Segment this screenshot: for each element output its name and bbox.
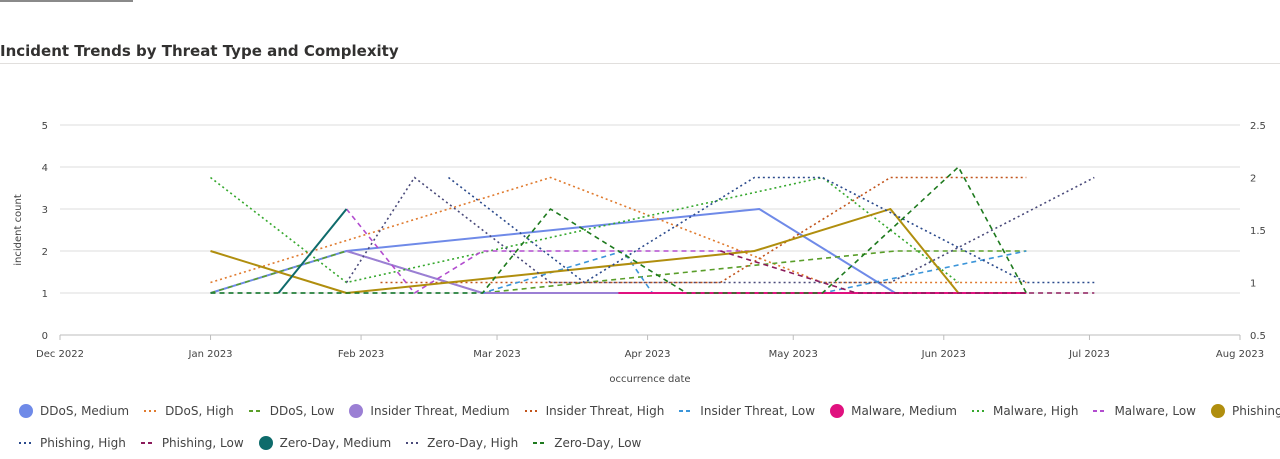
title-divider [0,63,1280,64]
y-left-tick-label: 0 [42,331,48,342]
series-line-insider-threat-medium [346,250,896,294]
legend-item[interactable]: Malware, High [971,403,1078,419]
x-tick-label: Dec 2022 [36,349,84,360]
legend-label: DDoS, Medium [40,404,130,418]
legend-label: Phishing, Medium [1231,404,1280,418]
legend-item[interactable]: Phishing, Medium [1210,403,1280,419]
series-line-zero-day-medium [277,208,348,294]
y-right-tick-label: 2 [1250,174,1256,185]
tab-underline [0,0,133,2]
legend-label: Insider Threat, Low [700,404,816,418]
legend-line-icon [140,442,155,444]
legend-marker-icon [19,404,33,418]
legend-label: Malware, Low [1114,404,1196,418]
legend-item[interactable]: Insider Threat, High [524,403,665,419]
legend-label: Malware, Medium [851,404,957,418]
legend-label: Phishing, High [40,436,126,450]
legend-marker-icon [830,404,845,418]
legend-label: DDoS, High [165,404,234,418]
y-right-tick-label: 0.5 [1250,331,1266,342]
legend-item[interactable]: Zero-Day, High [405,435,518,451]
x-tick-label: May 2023 [769,349,818,360]
x-tick-label: Mar 2023 [473,349,521,360]
series-line-insider-threat-low [210,250,1027,294]
legend-line-icon [1093,410,1108,412]
legend-label: Phishing, Low [161,436,244,450]
series-line-malware-low [345,208,755,294]
x-tick-label: Aug 2023 [1216,349,1264,360]
legend-row: Phishing, High Phishing, Low Zero-Day, Med… [18,427,1280,459]
legend-label: Malware, High [992,404,1079,418]
chart-title: Incident Trends by Threat Type and Compl… [0,42,399,60]
legend-label: DDoS, Low [269,404,335,418]
legend-item[interactable]: DDoS, Low [248,403,335,419]
legend-item[interactable]: Malware, Medium [829,403,957,419]
legend-item[interactable]: DDoS, Medium [18,403,129,419]
x-tick-label: Feb 2023 [338,349,384,360]
x-tick-label: Jan 2023 [188,349,233,360]
y-left-tick-label: 4 [42,163,48,174]
legend-marker-icon [258,436,273,450]
series-line-ddos-high [210,176,1027,284]
legend-item[interactable]: Insider Threat, Low [678,403,815,419]
legend-marker-icon [1210,404,1225,418]
legend-item[interactable]: Phishing, High [18,435,126,451]
legend-item[interactable]: DDoS, High [143,403,234,419]
legend-line-icon [971,410,986,412]
series-line-malware-high [210,176,959,284]
legend-item[interactable]: Zero-Day, Medium [258,435,391,451]
y-left-tick-label: 3 [42,205,48,216]
y-axis-title: incident count [13,194,24,266]
y-right-tick-label: 2.5 [1250,121,1266,132]
x-tick-label: Jun 2023 [921,349,966,360]
legend-item[interactable]: Malware, Low [1092,403,1196,419]
y-left-tick-label: 2 [42,247,48,258]
legend-item[interactable]: Zero-Day, Low [532,435,641,451]
x-tick-label: Jul 2023 [1068,349,1110,360]
legend-label: Insider Threat, Medium [370,404,510,418]
series-line-zero-day-high [345,176,1095,284]
series-line-zero-day-low [210,166,1028,294]
series-line-phishing-high [448,176,1095,284]
legend-label: Insider Threat, High [545,404,665,418]
y-right-tick-label: 1.5 [1250,226,1266,237]
legend-line-icon [679,410,694,412]
legend-line-icon [406,442,421,444]
series-line-phishing-low [720,250,1095,294]
chart-legend: DDoS, Medium DDoS, High DDoS, Low Insider T… [18,395,1280,459]
legend-row: DDoS, Medium DDoS, High DDoS, Low Insider T… [18,395,1280,427]
series-line-phishing-medium [210,208,960,294]
legend-line-icon [248,410,263,412]
legend-label: Zero-Day, High [427,436,519,450]
legend-line-icon [533,442,548,444]
legend-label: Zero-Day, Medium [279,436,392,450]
legend-line-icon [144,410,159,412]
series-line-ddos-low [210,250,1027,294]
legend-label: Zero-Day, Low [554,436,642,450]
legend-item[interactable]: Phishing, Low [140,435,244,451]
y-right-tick-label: 1 [1250,279,1256,290]
legend-line-icon [524,410,539,412]
legend-marker-icon [349,404,364,418]
legend-item[interactable]: Insider Threat, Medium [348,403,510,419]
y-left-tick-label: 5 [42,121,48,132]
x-tick-label: Apr 2023 [625,349,671,360]
x-axis-title: occurrence date [609,374,690,385]
y-left-tick-label: 1 [42,289,48,300]
legend-line-icon [19,442,33,444]
